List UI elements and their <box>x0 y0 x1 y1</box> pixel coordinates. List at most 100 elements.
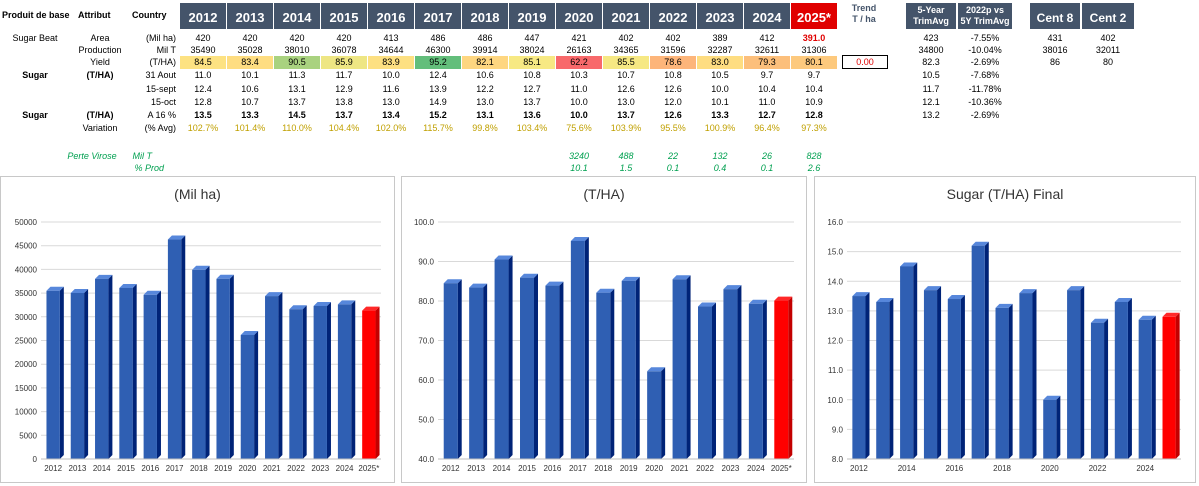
bar-2023 <box>1114 301 1128 459</box>
row-unit: 15-sept <box>145 84 176 94</box>
row-value: 85.9 <box>321 56 367 69</box>
bar-side <box>913 262 918 459</box>
bar-side <box>375 306 380 459</box>
row-value: 10.9 <box>805 97 823 107</box>
bar-side <box>254 330 259 459</box>
x-tick-label: 2012 <box>44 464 62 473</box>
row-value: 102.0% <box>375 123 407 133</box>
bar-side <box>84 288 89 459</box>
row-value: 13.0 <box>476 97 494 107</box>
bar-2024 <box>1138 319 1152 459</box>
row-cent8: 86 <box>1049 57 1060 67</box>
bar-side <box>156 290 161 459</box>
row-cent2: 80 <box>1102 57 1113 67</box>
bar-side <box>302 305 307 459</box>
bar-top <box>545 281 564 286</box>
bar-side <box>132 283 137 459</box>
year-header-2023: 2023 <box>697 3 744 29</box>
row-value: 12.2 <box>476 84 494 94</box>
row-value: 102.7% <box>187 123 219 133</box>
bar-2020 <box>647 371 662 459</box>
bar-side <box>108 274 113 459</box>
x-tick-label: 2014 <box>93 464 111 473</box>
x-tick-label: 2015 <box>518 464 536 473</box>
row-value: 13.7 <box>335 110 353 120</box>
bar-side <box>960 295 965 459</box>
bar-side <box>278 292 283 459</box>
year-header-2013: 2013 <box>227 3 274 29</box>
bar-2013 <box>876 301 890 459</box>
header-cent8: Cent 8 <box>1030 3 1080 29</box>
row-value: 95.2 <box>415 56 461 69</box>
trend-value[interactable]: 0.00 <box>842 55 888 69</box>
row-attribute: (T/HA) <box>86 70 114 80</box>
bar-top <box>119 283 137 288</box>
row-cent8: 38016 <box>1042 45 1068 55</box>
bar-side <box>1175 312 1180 459</box>
bar-side <box>1008 303 1013 459</box>
bar-side <box>205 265 210 459</box>
row-cent2: 32011 <box>1095 45 1121 55</box>
row-value: 10.6 <box>241 84 259 94</box>
perte-value-2: 10.1 <box>570 163 588 173</box>
bar-side <box>737 285 742 459</box>
bar-2015 <box>119 287 133 459</box>
y-tick-label: 16.0 <box>827 218 843 227</box>
bar-2022 <box>289 309 303 459</box>
row-vs: -2.69% <box>970 57 1000 67</box>
row-product: Sugar <box>22 110 48 120</box>
row-5year: 34800 <box>918 45 944 55</box>
bar-side <box>1151 315 1156 459</box>
header-country: Country <box>132 10 167 20</box>
perte-value-2: 2.6 <box>807 163 821 173</box>
row-vs: -10.04% <box>968 45 1002 55</box>
bar-2017 <box>570 240 585 459</box>
bar-top <box>443 279 462 284</box>
year-header-2021: 2021 <box>603 3 650 29</box>
perte-unit-2: % Prod <box>134 163 164 173</box>
perte-value-2: 0.1 <box>760 163 774 173</box>
row-product: Sugar Beat <box>12 33 58 43</box>
row-value: 10.8 <box>523 70 541 80</box>
y-tick-label: 70.0 <box>418 337 434 346</box>
y-tick-label: 45000 <box>15 242 38 251</box>
bar-side <box>457 279 462 459</box>
bar-side <box>610 288 615 459</box>
bar-2015 <box>520 277 534 459</box>
bar-side <box>483 283 488 459</box>
bar-top <box>621 276 640 281</box>
row-vs: -11.78% <box>968 84 1002 94</box>
x-tick-label: 2020 <box>1041 464 1059 473</box>
x-tick-label: 2016 <box>945 464 963 473</box>
row-value: 38024 <box>519 45 545 55</box>
bar-top <box>748 299 767 304</box>
row-value: 90.5 <box>274 56 320 69</box>
row-value: 12.6 <box>664 110 682 120</box>
row-value: 32287 <box>707 45 733 55</box>
bar-2022 <box>698 306 712 459</box>
row-value: 402 <box>618 33 634 43</box>
row-value: 12.7 <box>758 110 776 120</box>
row-value: 12.4 <box>194 84 212 94</box>
row-value: 83.9 <box>368 56 414 69</box>
perte-value-2: 1.5 <box>619 163 633 173</box>
y-tick-label: 40.0 <box>418 455 434 464</box>
perte-value-1: 22 <box>667 151 678 161</box>
x-tick-label: 2016 <box>141 464 159 473</box>
row-value: 103.4% <box>516 123 548 133</box>
y-tick-label: 12.0 <box>827 337 843 346</box>
row-value: 62.2 <box>556 56 602 69</box>
bar-top <box>469 283 488 288</box>
x-tick-label: 2018 <box>190 464 208 473</box>
row-value: 103.9% <box>610 123 642 133</box>
row-value: 104.4% <box>328 123 360 133</box>
bar-top <box>289 305 307 310</box>
year-header-2020: 2020 <box>556 3 603 29</box>
bar-side <box>559 281 564 459</box>
x-tick-label: 2013 <box>69 464 87 473</box>
row-value: 13.6 <box>523 110 541 120</box>
bar-2016 <box>545 285 560 459</box>
bar-side <box>762 299 767 459</box>
row-value: 97.3% <box>801 123 827 133</box>
y-tick-label: 13.0 <box>827 307 843 316</box>
